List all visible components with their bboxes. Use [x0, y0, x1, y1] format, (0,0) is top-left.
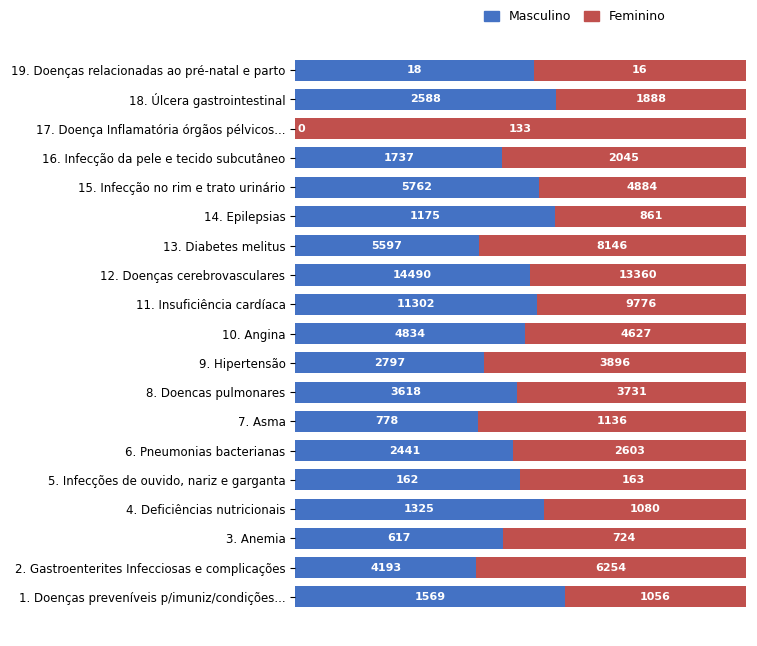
Text: 724: 724 [612, 534, 636, 543]
Text: 9776: 9776 [626, 299, 657, 309]
Text: 2603: 2603 [614, 446, 645, 455]
Bar [478, 235, 746, 256]
Text: 2045: 2045 [609, 153, 640, 163]
Bar [295, 294, 537, 315]
Text: 4193: 4193 [370, 563, 401, 573]
Text: 18: 18 [407, 65, 422, 75]
Text: 1325: 1325 [404, 504, 435, 514]
Bar [295, 264, 530, 286]
Text: 1569: 1569 [414, 592, 445, 602]
Text: 0: 0 [298, 123, 305, 134]
Text: 1737: 1737 [383, 153, 414, 163]
Text: 16: 16 [632, 65, 648, 75]
Text: 861: 861 [639, 211, 662, 222]
Bar [503, 528, 746, 549]
Bar [295, 206, 556, 227]
Text: 4627: 4627 [620, 329, 651, 339]
Bar [295, 587, 565, 607]
Text: 1175: 1175 [410, 211, 441, 222]
Text: 11302: 11302 [397, 299, 435, 309]
Bar [513, 440, 746, 461]
Text: 5597: 5597 [372, 241, 403, 251]
Bar [478, 411, 746, 432]
Bar [295, 470, 520, 490]
Bar [295, 499, 544, 519]
Bar [525, 323, 746, 344]
Bar [295, 352, 484, 373]
Text: 133: 133 [509, 123, 532, 134]
Text: 14490: 14490 [393, 270, 432, 280]
Bar [556, 206, 746, 227]
Text: 5762: 5762 [402, 182, 433, 193]
Bar [517, 382, 746, 402]
Text: 6254: 6254 [596, 563, 627, 573]
Text: 1888: 1888 [635, 94, 666, 105]
Bar [295, 411, 478, 432]
Bar [295, 528, 503, 549]
Bar [295, 118, 746, 140]
Bar [484, 352, 746, 373]
Text: 617: 617 [387, 534, 410, 543]
Bar [295, 235, 478, 256]
Bar [476, 557, 746, 578]
Bar [295, 177, 539, 198]
Bar [537, 294, 746, 315]
Text: 2441: 2441 [388, 446, 420, 455]
Text: 1080: 1080 [629, 504, 660, 514]
Bar [502, 147, 746, 169]
Text: 4884: 4884 [627, 182, 658, 193]
Text: 3731: 3731 [616, 387, 647, 397]
Text: 2797: 2797 [374, 358, 405, 368]
Bar [530, 264, 746, 286]
Bar [295, 440, 513, 461]
Bar [534, 59, 746, 81]
Bar [295, 382, 517, 402]
Bar [295, 59, 534, 81]
Text: 1136: 1136 [597, 417, 628, 426]
Text: 2588: 2588 [410, 94, 441, 105]
Text: 778: 778 [375, 417, 398, 426]
Bar [556, 89, 746, 110]
Legend: Masculino, Feminino: Masculino, Feminino [479, 5, 671, 28]
Bar [295, 323, 525, 344]
Text: 1056: 1056 [640, 592, 671, 602]
Bar [295, 147, 502, 169]
Bar [295, 557, 476, 578]
Text: 3618: 3618 [391, 387, 422, 397]
Text: 8146: 8146 [597, 241, 628, 251]
Bar [544, 499, 746, 519]
Text: 4834: 4834 [395, 329, 426, 339]
Bar [520, 470, 746, 490]
Text: 13360: 13360 [618, 270, 657, 280]
Bar [539, 177, 746, 198]
Bar [565, 587, 746, 607]
Text: 162: 162 [396, 475, 419, 485]
Bar [295, 89, 556, 110]
Text: 163: 163 [621, 475, 644, 485]
Text: 3896: 3896 [599, 358, 631, 368]
